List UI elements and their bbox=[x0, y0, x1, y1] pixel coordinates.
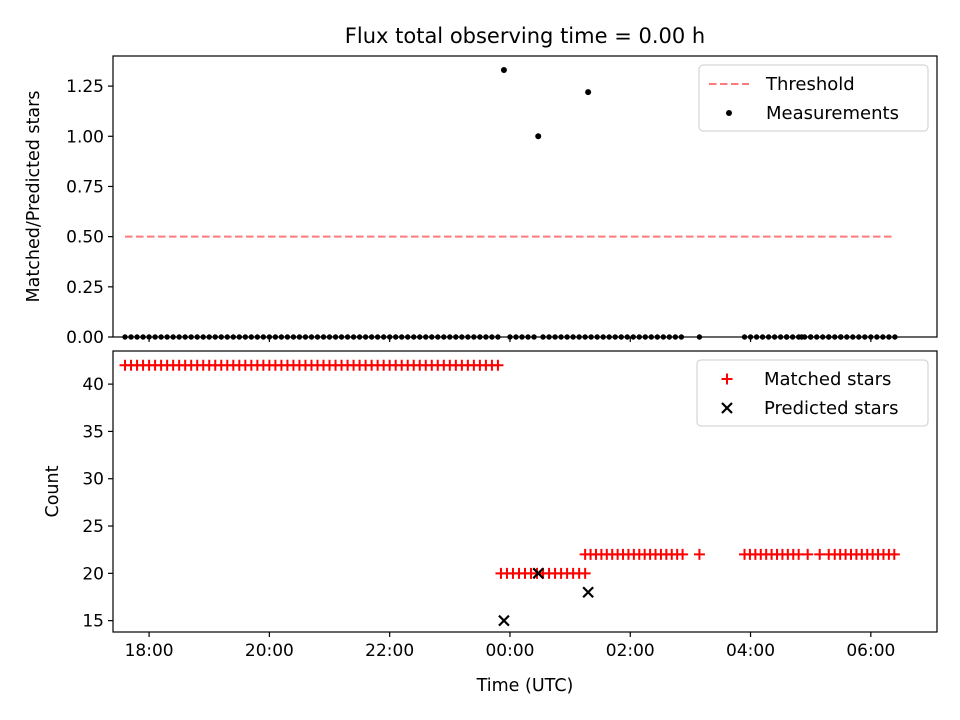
predicted-star-marker bbox=[498, 614, 510, 627]
axes-frame bbox=[112, 55, 938, 338]
y-tick-label: 30 bbox=[82, 470, 104, 490]
legend-frame bbox=[698, 64, 929, 132]
x-tick-label: 06:00 bbox=[846, 641, 895, 661]
matched-star-marker bbox=[492, 359, 504, 371]
series-predicted-stars bbox=[498, 567, 594, 627]
legend-matched-swatch bbox=[721, 373, 733, 385]
legend-predicted-swatch bbox=[721, 402, 733, 414]
measurement-point bbox=[535, 133, 542, 140]
y-tick-label: 40 bbox=[82, 375, 104, 395]
legend: Threshold Measurements bbox=[698, 64, 929, 132]
legend: Matched stars Predicted stars bbox=[696, 359, 929, 427]
matched-star-marker bbox=[888, 548, 900, 560]
measurement-point bbox=[585, 89, 592, 96]
panel-1: 0.00 0.25 0.50 0.75 1.00 1.25 Flux total obser… bbox=[24, 24, 938, 348]
predicted-star-marker bbox=[582, 586, 594, 599]
y-tick-label: 0.50 bbox=[66, 228, 104, 248]
x-tick-label: 22:00 bbox=[365, 641, 414, 661]
axes-frame bbox=[112, 350, 938, 633]
matched-star-marker bbox=[802, 548, 814, 560]
y-tick-label: 0.25 bbox=[66, 278, 104, 298]
y-tick-label: 25 bbox=[82, 517, 104, 537]
predicted-star-marker bbox=[532, 567, 545, 580]
panel-2: 18:00 20:00 22:00 00:00 02:00 04:00 06:00 15 20 2… bbox=[43, 350, 938, 696]
y-tick-label: 20 bbox=[82, 564, 104, 584]
y-axis-label: Matched/Predicted stars bbox=[24, 91, 44, 303]
legend-label: Matched stars bbox=[764, 369, 891, 390]
x-axis-label: Time (UTC) bbox=[476, 676, 574, 696]
matched-star-marker bbox=[579, 567, 591, 579]
y-tick-label: 35 bbox=[82, 422, 104, 442]
y-axis-label: Count bbox=[43, 465, 63, 517]
matched-star-marker bbox=[693, 548, 705, 560]
legend-label: Predicted stars bbox=[764, 398, 898, 419]
legend-measurement-swatch bbox=[726, 110, 732, 116]
y-tick-label: 0.75 bbox=[66, 177, 104, 197]
x-tick-label: 00:00 bbox=[485, 641, 534, 661]
legend-label: Measurements bbox=[766, 103, 899, 124]
y-tick-label: 0.00 bbox=[66, 328, 104, 348]
matched-star-marker bbox=[823, 548, 835, 560]
legend-frame bbox=[696, 359, 929, 427]
measurement-point bbox=[500, 67, 507, 74]
x-tick-label: 02:00 bbox=[606, 641, 655, 661]
x-tick-label: 04:00 bbox=[726, 641, 775, 661]
y-tick-label: 1.25 bbox=[66, 77, 104, 97]
series-matched-stars bbox=[119, 359, 900, 579]
y-tick-label: 1.00 bbox=[66, 127, 104, 147]
matched-star-marker bbox=[677, 548, 689, 560]
y-tick-label: 15 bbox=[82, 612, 104, 632]
x-tick-label: 18:00 bbox=[125, 641, 174, 661]
chart-title: Flux total observing time = 0.00 h bbox=[345, 24, 705, 48]
x-tick-label: 20:00 bbox=[245, 641, 294, 661]
legend-label: Threshold bbox=[765, 74, 855, 95]
